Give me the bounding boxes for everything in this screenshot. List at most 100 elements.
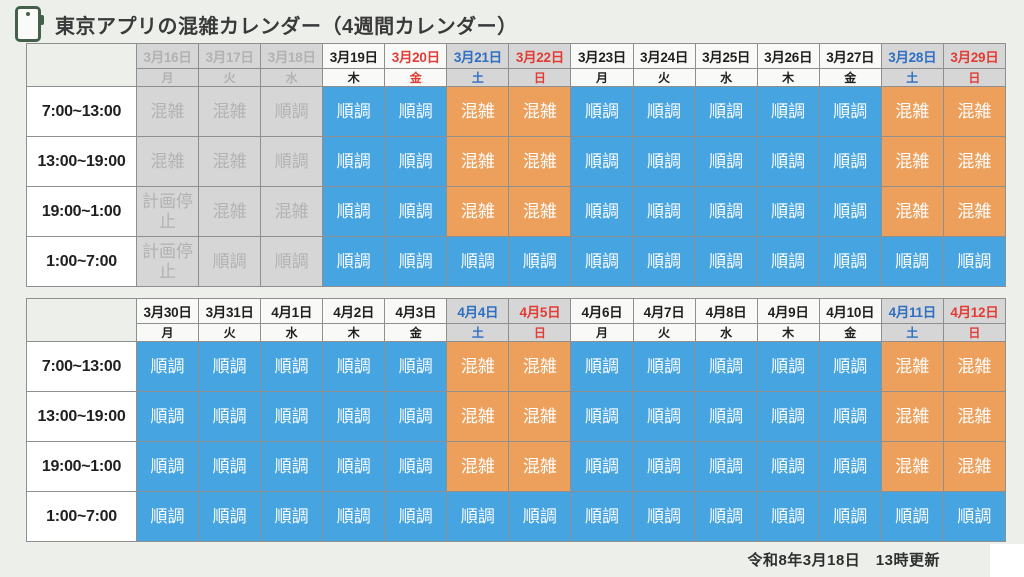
status-cell: 順調 xyxy=(322,86,386,137)
weekday-header-cell: 土 xyxy=(880,68,944,87)
date-header-cell: 3月29日 xyxy=(942,43,1007,69)
date-header-cell: 4月12日 xyxy=(942,298,1007,324)
status-cell: 順調 xyxy=(322,341,386,392)
date-header-cell: 3月24日 xyxy=(632,43,696,69)
status-cell: 順調 xyxy=(446,491,510,542)
weekday-header-cell: 金 xyxy=(384,323,448,342)
weekday-header-row: 月火水木金土日月火水木金土日 xyxy=(27,68,1007,87)
status-cell: 順調 xyxy=(694,441,758,492)
status-cell: 順調 xyxy=(322,186,386,237)
status-cell: 順調 xyxy=(756,341,820,392)
status-cell: 混雑 xyxy=(880,86,944,137)
status-cell: 順調 xyxy=(632,236,696,287)
status-cell: 混雑 xyxy=(508,441,572,492)
status-cell: 混雑 xyxy=(942,441,1007,492)
status-cell: 計画停止 xyxy=(135,236,200,287)
status-cell: 混雑 xyxy=(880,136,944,187)
status-cell: 順調 xyxy=(570,491,634,542)
status-cell: 混雑 xyxy=(446,86,510,137)
time-row: 13:00~19:00 混雑 混雑 順調 順調 順調 混雑 混雑 順調 順調 順調 順調 順調 混雑 混雑 xyxy=(26,136,1007,187)
status-cell: 混雑 xyxy=(942,136,1007,187)
status-cell: 順調 xyxy=(322,136,386,187)
date-header-cell: 3月28日 xyxy=(880,43,944,69)
status-cell: 順調 xyxy=(322,236,386,287)
status-cell: 順調 xyxy=(756,441,820,492)
date-header-row: 3月16日 3月17日 3月18日 3月19日 3月20日 3月21日 3月22日 3月23日… xyxy=(26,43,1007,87)
date-header-cell: 3月19日 xyxy=(322,43,386,69)
status-cell: 順調 xyxy=(694,86,758,137)
status-cell: 順調 xyxy=(632,136,696,187)
status-cell: 順調 xyxy=(322,491,386,542)
status-cell: 混雑 xyxy=(446,136,510,187)
status-cell: 順調 xyxy=(135,341,200,392)
status-cell: 順調 xyxy=(880,491,944,542)
status-cell: 順調 xyxy=(384,136,448,187)
date-header-cell: 3月17日 xyxy=(198,43,262,69)
status-cell: 順調 xyxy=(384,491,448,542)
status-cell: 順調 xyxy=(694,491,758,542)
status-cell: 混雑 xyxy=(508,391,572,442)
status-cell: 順調 xyxy=(198,341,262,392)
time-row: 7:00~13:00 順調 順調 順調 順調 順調 混雑 混雑 順調 順調 順調 順調 順調 混雑 混雑 xyxy=(26,341,1007,392)
status-cell: 混雑 xyxy=(260,186,324,237)
weekday-header-cell: 木 xyxy=(756,323,820,342)
weekday-header-cell: 水 xyxy=(260,323,324,342)
status-cell: 順調 xyxy=(570,341,634,392)
status-cell: 混雑 xyxy=(942,391,1007,442)
time-row: 19:00~1:00 計画停止 混雑 混雑 順調 順調 混雑 混雑 順調 順調 順調 順調 順調 混雑 混雑 xyxy=(26,186,1007,237)
page-title: 東京アプリの混雑カレンダー（4週間カレンダー） xyxy=(55,15,518,38)
date-header-cell: 3月26日 xyxy=(756,43,820,69)
status-cell: 計画停止 xyxy=(135,186,200,237)
status-cell: 順調 xyxy=(384,341,448,392)
weekday-header-cell: 水 xyxy=(694,68,758,87)
status-cell: 順調 xyxy=(632,341,696,392)
status-cell: 混雑 xyxy=(446,441,510,492)
weekday-header-cell: 金 xyxy=(384,68,448,87)
status-cell: 順調 xyxy=(818,441,882,492)
status-cell: 混雑 xyxy=(446,341,510,392)
phone-camera-dot xyxy=(26,12,30,16)
date-header-cell: 4月11日 xyxy=(880,298,944,324)
date-header-cell: 3月30日 xyxy=(135,298,200,324)
status-cell: 順調 xyxy=(198,441,262,492)
date-header-cell: 4月10日 xyxy=(818,298,882,324)
status-cell: 順調 xyxy=(322,391,386,442)
weekday-header-cell: 木 xyxy=(756,68,820,87)
date-header-row: 3月30日 3月31日 4月1日 4月2日 4月3日 4月4日 4月5日 4月6日 4月7日 4月… xyxy=(26,298,1007,342)
status-cell: 混雑 xyxy=(198,86,262,137)
status-cell: 順調 xyxy=(818,341,882,392)
status-cell: 順調 xyxy=(818,186,882,237)
status-cell: 順調 xyxy=(942,491,1007,542)
status-cell: 順調 xyxy=(818,136,882,187)
status-cell: 順調 xyxy=(260,491,324,542)
corner-patch xyxy=(990,544,1024,577)
weekday-header-cell: 土 xyxy=(446,323,510,342)
status-cell: 混雑 xyxy=(942,86,1007,137)
status-cell: 順調 xyxy=(322,441,386,492)
status-cell: 順調 xyxy=(384,391,448,442)
status-cell: 混雑 xyxy=(446,186,510,237)
weekday-header-cell: 日 xyxy=(942,323,1007,342)
status-cell: 順調 xyxy=(198,391,262,442)
time-row: 7:00~13:00 混雑 混雑 順調 順調 順調 混雑 混雑 順調 順調 順調 順調 順調 混雑 混雑 xyxy=(26,86,1007,137)
date-header-cell: 3月27日 xyxy=(818,43,882,69)
status-cell: 順調 xyxy=(694,186,758,237)
weekday-header-cell: 日 xyxy=(508,68,572,87)
status-cell: 順調 xyxy=(756,491,820,542)
time-slot-label: 19:00~1:00 xyxy=(26,186,137,237)
status-cell: 順調 xyxy=(198,236,262,287)
status-cell: 順調 xyxy=(694,136,758,187)
weekday-header-cell: 水 xyxy=(694,323,758,342)
status-cell: 順調 xyxy=(756,86,820,137)
time-row: 1:00~7:00 順調 順調 順調 順調 順調 順調 順調 順調 順調 順調 順調 順調 順調 順調 xyxy=(26,491,1007,542)
title-bar: 東京アプリの混雑カレンダー（4週間カレンダー） xyxy=(0,0,1024,43)
status-cell: 順調 xyxy=(508,236,572,287)
weekday-header-cell: 月 xyxy=(135,323,200,342)
date-header-cell: 3月22日 xyxy=(508,43,572,69)
status-cell: 順調 xyxy=(135,441,200,492)
date-header-cell: 3月20日 xyxy=(384,43,448,69)
status-cell: 順調 xyxy=(570,136,634,187)
calendar-table-week3-4: 3月30日 3月31日 4月1日 4月2日 4月3日 4月4日 4月5日 4月6日 4月7日 4月… xyxy=(26,298,1007,542)
date-header-cell: 3月21日 xyxy=(446,43,510,69)
weekday-header-cell: 土 xyxy=(880,323,944,342)
